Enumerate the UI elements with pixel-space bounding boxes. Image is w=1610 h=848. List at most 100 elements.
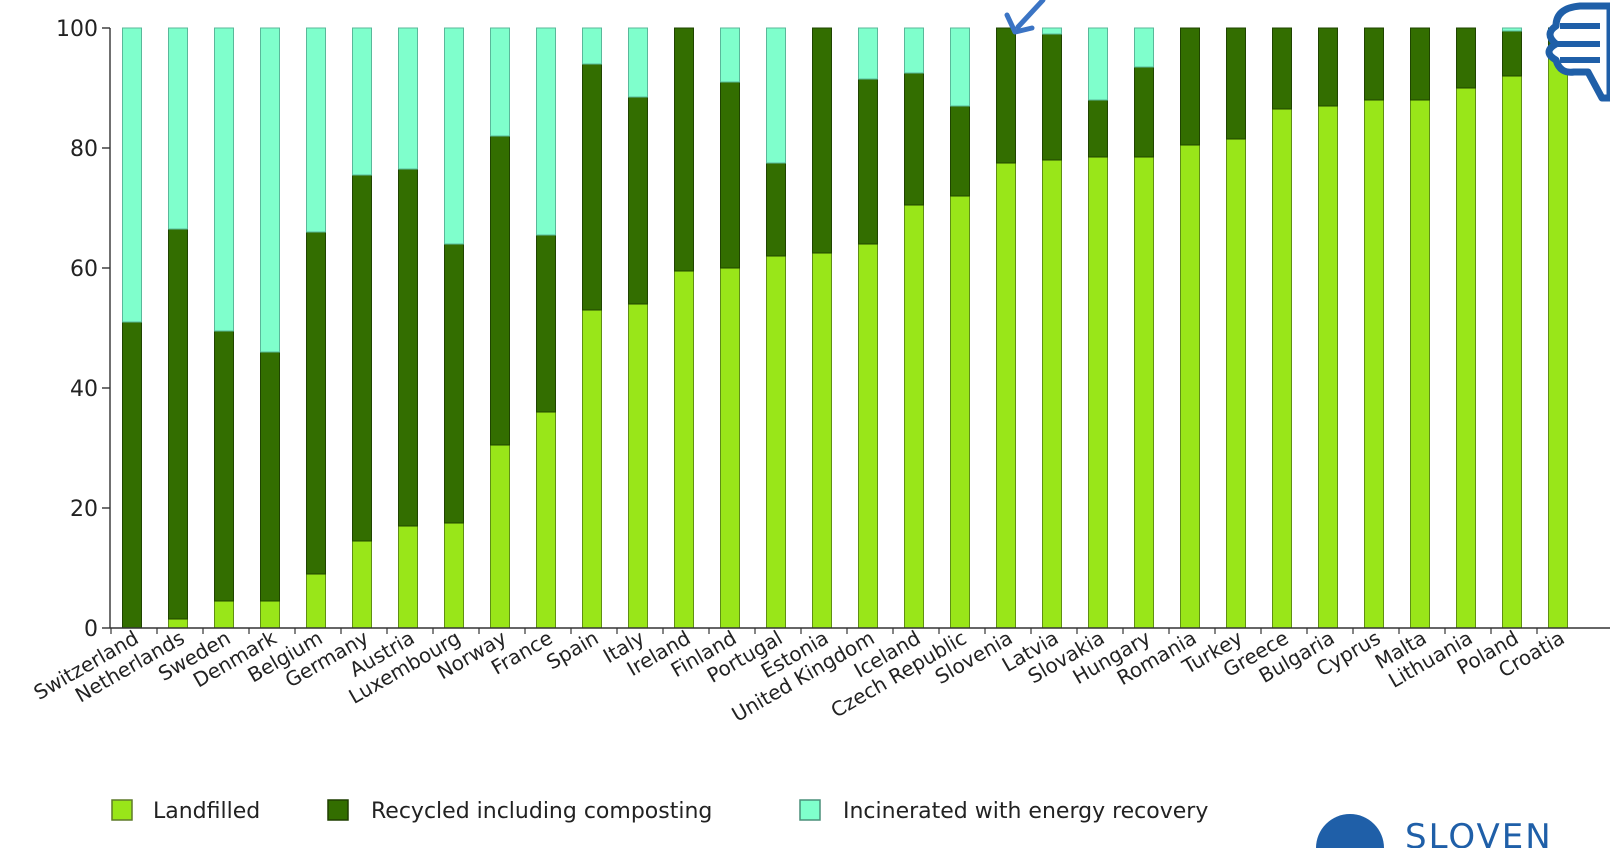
bar-france-series-2 [536, 27, 556, 236]
bars-layer [122, 27, 1568, 629]
legend-label-incinerated: Incinerated with energy recovery [843, 799, 1208, 824]
bar-denmark-series-1 [260, 351, 280, 602]
bar-iceland-series-1 [904, 72, 924, 206]
bar-austria-series-0 [398, 525, 418, 629]
annotation-arrow-icon [1004, 0, 1046, 35]
bar-cyprus-series-0 [1364, 99, 1384, 629]
bar-finland-series-1 [720, 81, 740, 269]
legend-item-recycled: Recycled including composting [327, 799, 712, 824]
y-tick-label: 0 [84, 617, 98, 642]
bar-denmark-series-2 [260, 27, 280, 353]
bar-turkey-series-1 [1226, 27, 1246, 140]
bar-portugal-series-1 [766, 162, 786, 257]
bar-belgium-series-2 [306, 27, 326, 233]
bar-slovakia-series-1 [1088, 99, 1108, 158]
bar-spain-series-0 [582, 309, 602, 629]
bar-latvia-series-1 [1042, 33, 1062, 161]
y-tick-label: 20 [70, 497, 98, 522]
bar-malta-series-1 [1410, 27, 1430, 101]
logo: SLOVEN [1316, 814, 1553, 848]
bar-italy-series-0 [628, 303, 648, 629]
bar-sweden-series-0 [214, 600, 234, 629]
bar-turkey-series-0 [1226, 138, 1246, 629]
bar-italy-series-2 [628, 27, 648, 98]
legend-label-landfilled: Landfilled [153, 799, 260, 824]
y-tick-label: 60 [70, 257, 98, 282]
bar-sweden-series-2 [214, 27, 234, 332]
y-tick-label: 100 [56, 17, 98, 42]
bar-switzerland-series-1 [122, 321, 142, 629]
bar-switzerland-series-2 [122, 27, 142, 323]
axes-layer: 0 20 40 60 80 100 [56, 17, 1610, 642]
bar-romania-series-0 [1180, 144, 1200, 629]
bar-portugal-series-2 [766, 27, 786, 164]
bar-estonia-series-1 [812, 27, 832, 254]
bar-norway-series-1 [490, 135, 510, 446]
bar-greece-series-0 [1272, 108, 1292, 629]
bar-czech-republic-series-0 [950, 195, 970, 629]
bar-iceland-series-0 [904, 204, 924, 629]
bar-sweden-series-1 [214, 330, 234, 602]
logo-text: SLOVEN [1405, 817, 1553, 848]
bar-romania-series-1 [1180, 27, 1200, 146]
bar-united-kingdom-series-0 [858, 243, 878, 629]
bar-estonia-series-0 [812, 252, 832, 629]
bar-belgium-series-0 [306, 573, 326, 629]
legend-item-landfilled: Landfilled [111, 799, 260, 824]
bar-norway-series-2 [490, 27, 510, 137]
bar-hungary-series-0 [1134, 156, 1154, 629]
bar-bulgaria-series-1 [1318, 27, 1338, 107]
bar-bulgaria-series-0 [1318, 105, 1338, 629]
category-label: Spain [542, 626, 602, 675]
bar-united-kingdom-series-2 [858, 27, 878, 80]
bar-czech-republic-series-1 [950, 105, 970, 197]
bar-latvia-series-0 [1042, 159, 1062, 629]
bar-slovakia-series-0 [1088, 156, 1108, 629]
bar-austria-series-1 [398, 168, 418, 527]
bar-poland-series-1 [1502, 30, 1522, 77]
bar-netherlands-series-0 [168, 618, 188, 629]
bar-slovenia-series-1 [996, 27, 1016, 164]
bar-spain-series-2 [582, 27, 602, 65]
bar-cyprus-series-1 [1364, 27, 1384, 101]
bar-poland-series-0 [1502, 75, 1522, 629]
bar-austria-series-2 [398, 27, 418, 170]
bar-italy-series-1 [628, 96, 648, 305]
bar-luxembourg-series-0 [444, 522, 464, 629]
bar-netherlands-series-2 [168, 27, 188, 230]
bar-czech-republic-series-2 [950, 27, 970, 107]
bar-malta-series-0 [1410, 99, 1430, 629]
bar-ireland-series-1 [674, 27, 694, 272]
bar-united-kingdom-series-1 [858, 78, 878, 245]
bar-finland-series-2 [720, 27, 740, 83]
bar-germany-series-2 [352, 27, 372, 176]
legend: Landfilled Recycled including composting… [111, 799, 1208, 824]
bar-slovenia-series-0 [996, 162, 1016, 629]
bar-belgium-series-1 [306, 231, 326, 575]
thumbs-up-icon [1545, 2, 1610, 102]
bar-norway-series-0 [490, 444, 510, 629]
y-tick-label: 40 [70, 377, 98, 402]
bar-germany-series-1 [352, 174, 372, 542]
bar-iceland-series-2 [904, 27, 924, 74]
bar-portugal-series-0 [766, 255, 786, 629]
bar-netherlands-series-1 [168, 228, 188, 620]
bar-luxembourg-series-1 [444, 243, 464, 524]
bar-hungary-series-2 [1134, 27, 1154, 68]
bar-ireland-series-0 [674, 270, 694, 629]
logo-circle-icon [1316, 814, 1384, 848]
bar-spain-series-1 [582, 63, 602, 311]
bar-greece-series-1 [1272, 27, 1292, 110]
bar-france-series-1 [536, 234, 556, 413]
bar-germany-series-0 [352, 540, 372, 629]
bar-lithuania-series-1 [1456, 27, 1476, 89]
bar-slovakia-series-2 [1088, 27, 1108, 101]
category-labels: SwitzerlandNetherlandsSwedenDenmarkBelgi… [29, 625, 1568, 726]
bar-luxembourg-series-2 [444, 27, 464, 245]
y-tick-label: 80 [70, 137, 98, 162]
legend-label-recycled: Recycled including composting [371, 799, 712, 824]
legend-item-incinerated: Incinerated with energy recovery [799, 799, 1208, 824]
bar-finland-series-0 [720, 267, 740, 629]
bar-poland-series-2 [1502, 27, 1522, 32]
